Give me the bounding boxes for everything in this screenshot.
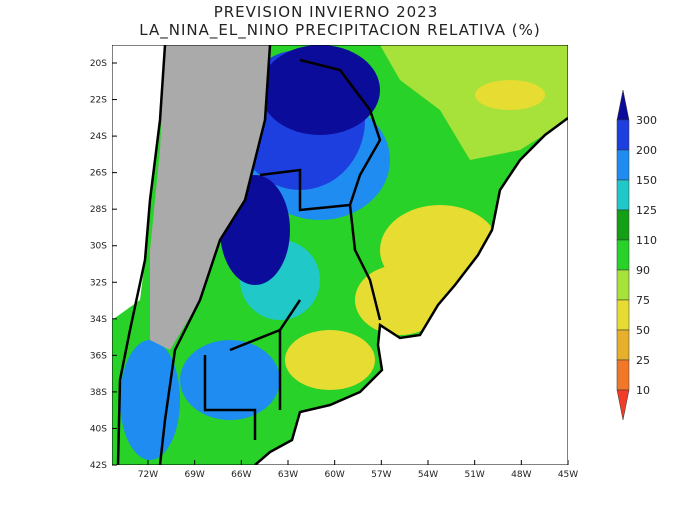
lat-label: 20S bbox=[90, 59, 107, 69]
lat-label: 36S bbox=[90, 351, 107, 361]
colorbar-label: 150 bbox=[636, 174, 657, 187]
colorbar-label: 300 bbox=[636, 114, 657, 127]
lat-label: 22S bbox=[90, 96, 107, 106]
lon-label: 54W bbox=[418, 470, 438, 480]
colorbar: 300 200 150 125 110 90 75 50 25 10 bbox=[616, 89, 657, 421]
map-area bbox=[112, 45, 568, 465]
lon-label: 69W bbox=[184, 470, 204, 480]
lat-label: 30S bbox=[90, 242, 107, 252]
lat-labels: 20S 22S 24S 26S 28S 30S 32S 34S 36S 38S 40S 42S bbox=[90, 59, 117, 471]
lon-label: 51W bbox=[464, 470, 484, 480]
colorbar-box bbox=[616, 149, 630, 181]
colorbar-label: 75 bbox=[636, 294, 650, 307]
colorbar-box bbox=[616, 239, 630, 271]
colorbar-label: 90 bbox=[636, 264, 650, 277]
lon-label: 66W bbox=[231, 470, 251, 480]
lat-label: 32S bbox=[90, 278, 107, 288]
lat-label: 24S bbox=[90, 132, 107, 142]
lat-label: 42S bbox=[90, 461, 107, 471]
lat-label: 34S bbox=[90, 315, 107, 325]
colorbar-label: 25 bbox=[636, 354, 650, 367]
colorbar-box bbox=[616, 209, 630, 241]
colorbar-label: 110 bbox=[636, 234, 657, 247]
colorbar-box bbox=[616, 179, 630, 211]
colorbar-label: 125 bbox=[636, 204, 657, 217]
lon-label: 48W bbox=[511, 470, 531, 480]
lon-label: 60W bbox=[324, 470, 344, 480]
colorbar-label: 50 bbox=[636, 324, 650, 337]
lat-label: 38S bbox=[90, 388, 107, 398]
lon-label: 72W bbox=[138, 470, 158, 480]
lat-label: 40S bbox=[90, 424, 107, 434]
colorbar-label: 200 bbox=[636, 144, 657, 157]
lon-label: 57W bbox=[371, 470, 391, 480]
colorbar-box bbox=[616, 359, 630, 391]
colorbar-cap bbox=[616, 389, 630, 421]
colorbar-label: 10 bbox=[636, 384, 650, 397]
lat-label: 26S bbox=[90, 169, 107, 179]
colorbar-box bbox=[616, 269, 630, 301]
lon-label: 45W bbox=[558, 470, 578, 480]
lon-label: 63W bbox=[278, 470, 298, 480]
lat-label: 28S bbox=[90, 205, 107, 215]
colorbar-cap bbox=[616, 89, 630, 121]
colorbar-box bbox=[616, 299, 630, 331]
colorbar-box bbox=[616, 329, 630, 361]
title: PREVISION INVIERNO 2023 bbox=[214, 3, 439, 21]
lon-labels: 72W 69W 66W 63W 60W 57W 54W 51W 48W 45W bbox=[138, 460, 578, 480]
subtitle: LA_NINA_EL_NINO PRECIPITACION RELATIVA (… bbox=[139, 21, 540, 40]
colorbar-box bbox=[616, 119, 630, 151]
